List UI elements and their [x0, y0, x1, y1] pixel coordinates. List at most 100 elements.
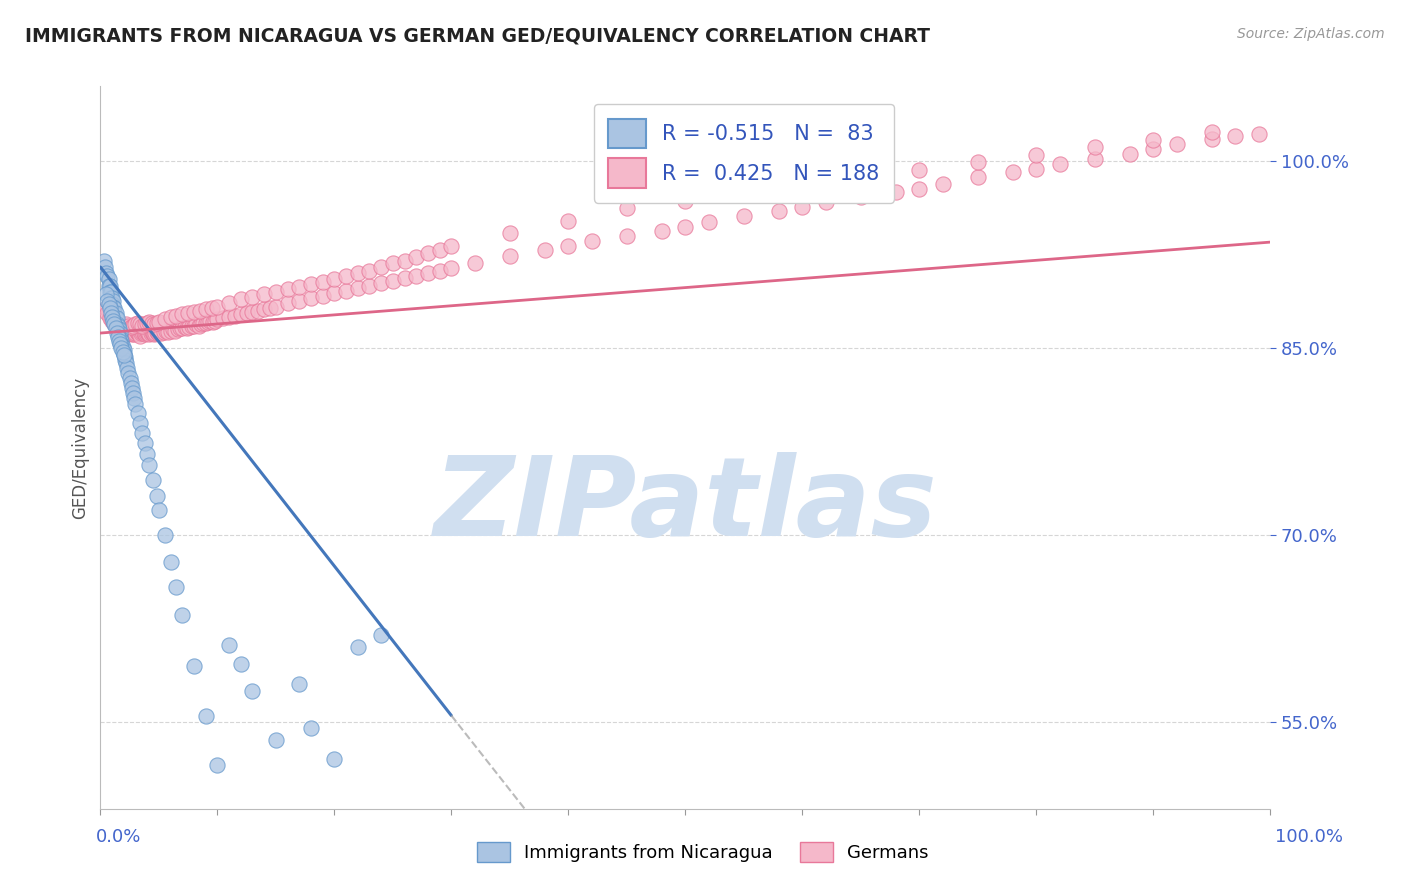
Point [111, 340, 134, 354]
Point [138, 327, 160, 342]
Point [277, 296, 299, 310]
Point [148, 315, 170, 329]
Text: 0.0%: 0.0% [96, 828, 141, 846]
Point [229, 293, 252, 307]
Point [264, 285, 287, 299]
Point [908, 162, 931, 177]
Point [172, 607, 194, 622]
Point [124, 397, 146, 411]
Point [110, 337, 132, 351]
Point [165, 580, 187, 594]
Point [242, 290, 264, 304]
Point [346, 640, 368, 654]
Point [534, 243, 557, 257]
Point [135, 326, 157, 340]
Point [299, 277, 322, 292]
Point [967, 155, 990, 169]
Point [110, 319, 132, 334]
Point [108, 318, 131, 333]
Point [733, 209, 755, 223]
Point [136, 447, 159, 461]
Point [103, 301, 125, 315]
Point [148, 503, 170, 517]
Point [100, 285, 122, 299]
Point [96, 306, 118, 320]
Point [1001, 165, 1024, 179]
Point [346, 266, 368, 280]
Point [98, 311, 121, 326]
Point [416, 266, 439, 280]
Point [557, 214, 579, 228]
Point [370, 277, 392, 291]
Point [108, 322, 131, 336]
Text: IMMIGRANTS FROM NICARAGUA VS GERMAN GED/EQUIVALENCY CORRELATION CHART: IMMIGRANTS FROM NICARAGUA VS GERMAN GED/… [25, 27, 931, 45]
Point [162, 322, 184, 336]
Point [224, 309, 246, 323]
Point [193, 316, 215, 330]
Point [253, 302, 276, 317]
Point [97, 297, 120, 311]
Point [849, 170, 872, 185]
Point [146, 326, 169, 340]
Point [100, 310, 122, 324]
Point [1142, 142, 1164, 156]
Point [115, 356, 138, 370]
Point [814, 195, 837, 210]
Point [177, 306, 200, 320]
Point [98, 285, 121, 299]
Point [218, 638, 240, 652]
Point [103, 293, 125, 308]
Point [188, 303, 211, 318]
Point [323, 752, 346, 766]
Point [153, 312, 176, 326]
Point [792, 200, 814, 214]
Point [132, 326, 155, 340]
Point [114, 353, 136, 368]
Point [405, 250, 427, 264]
Point [127, 316, 149, 330]
Point [335, 268, 357, 283]
Point [1247, 127, 1270, 141]
Point [122, 385, 145, 400]
Point [112, 347, 135, 361]
Point [101, 310, 124, 324]
Point [117, 366, 139, 380]
Point [166, 322, 188, 336]
Point [96, 293, 118, 308]
Point [194, 302, 217, 317]
Point [768, 203, 790, 218]
Point [110, 341, 132, 355]
Point [96, 268, 118, 283]
Point [311, 288, 333, 302]
Point [136, 326, 159, 340]
Point [218, 296, 240, 310]
Point [733, 186, 755, 201]
Point [105, 318, 128, 332]
Point [103, 318, 125, 332]
Point [100, 291, 122, 305]
Point [110, 324, 132, 338]
Point [235, 306, 257, 320]
Point [97, 272, 120, 286]
Point [101, 297, 124, 311]
Point [651, 224, 673, 238]
Point [114, 325, 136, 339]
Point [104, 311, 127, 326]
Point [242, 305, 264, 319]
Point [259, 301, 281, 315]
Point [581, 234, 603, 248]
Point [264, 733, 287, 747]
Point [416, 246, 439, 260]
Point [124, 327, 146, 342]
Point [172, 307, 194, 321]
Point [110, 326, 132, 340]
Point [207, 758, 229, 772]
Point [142, 473, 165, 487]
Point [131, 325, 153, 339]
Point [1142, 133, 1164, 147]
Point [112, 343, 135, 358]
Point [138, 315, 160, 329]
Point [299, 291, 322, 305]
Point [117, 318, 139, 333]
Point [200, 313, 222, 327]
